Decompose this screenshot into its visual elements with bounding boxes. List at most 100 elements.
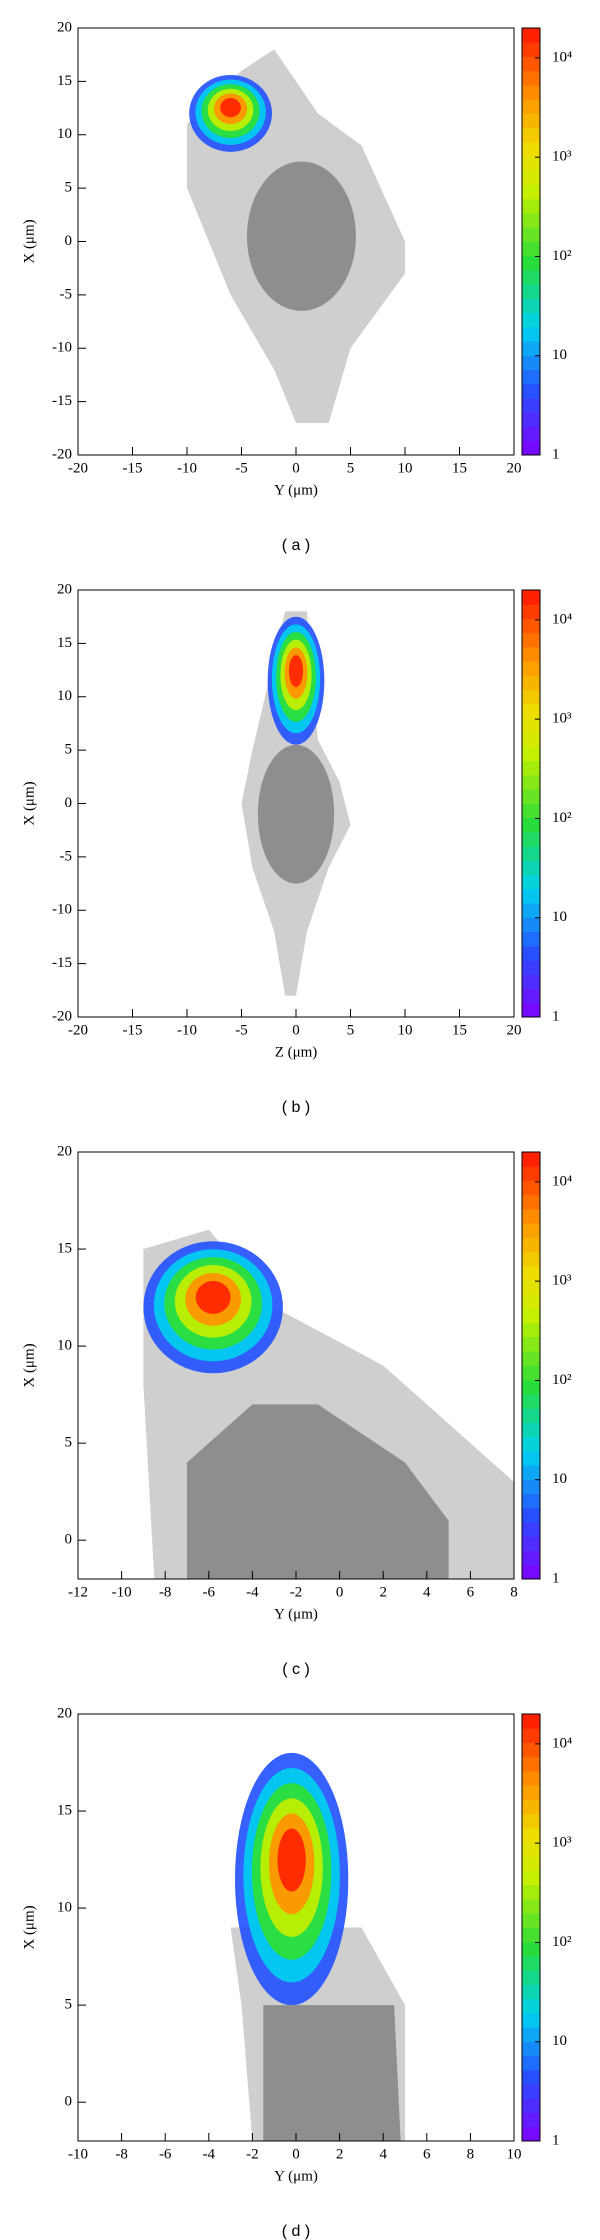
x-tick-label: -10 bbox=[112, 1584, 132, 1600]
x-tick-label: 8 bbox=[467, 2146, 475, 2162]
x-tick-label: -4 bbox=[203, 2146, 216, 2162]
x-tick-label: -5 bbox=[235, 460, 248, 476]
x-tick-label: -15 bbox=[123, 460, 143, 476]
colorbar-step bbox=[522, 326, 540, 342]
panel: -20 -15 -10 -5 0 5 10 15 20 -20 -15 -10 -5 0 5 10 15 20 Z … bbox=[21, 581, 572, 1116]
x-tick-label: -15 bbox=[123, 1022, 143, 1038]
colorbar-step bbox=[522, 646, 540, 662]
colorbar-step bbox=[522, 298, 540, 314]
colorbar-step bbox=[522, 241, 540, 257]
colorbar-step bbox=[522, 1422, 540, 1438]
density-region bbox=[187, 1404, 449, 1579]
colorbar-step bbox=[522, 1827, 540, 1843]
colorbar-step bbox=[522, 661, 540, 676]
colorbar-step bbox=[522, 803, 540, 819]
colorbar-step bbox=[522, 1884, 540, 1900]
panel-caption: ( a ) bbox=[282, 537, 310, 554]
colorbar-tick-label: 10 bbox=[552, 347, 567, 363]
colorbar-step bbox=[522, 604, 540, 619]
colorbar-tick-label: 1 bbox=[552, 1008, 560, 1024]
x-tick-label: -4 bbox=[246, 1584, 259, 1600]
x-tick-label: 2 bbox=[336, 2146, 344, 2162]
colorbar-step bbox=[522, 1265, 540, 1281]
y-tick-label: 0 bbox=[65, 2094, 73, 2110]
colorbar-step bbox=[522, 398, 540, 413]
x-tick-label: 10 bbox=[398, 1022, 413, 1038]
panel-caption: ( b ) bbox=[282, 1099, 310, 1116]
colorbar-step bbox=[522, 1251, 540, 1267]
colorbar-tick-label: 10³ bbox=[552, 711, 572, 727]
colorbar-frame bbox=[521, 589, 541, 1018]
colorbar-step bbox=[522, 718, 540, 733]
x-tick-label: -6 bbox=[203, 1584, 216, 1600]
colorbar-step bbox=[522, 1842, 540, 1857]
colorbar-step bbox=[522, 1955, 540, 1971]
colorbar-step bbox=[522, 28, 540, 43]
colorbar-tick-label: 10³ bbox=[552, 1835, 572, 1851]
colorbar-step bbox=[522, 1408, 540, 1423]
density-region bbox=[263, 2005, 401, 2141]
colorbar-step bbox=[522, 945, 540, 961]
colorbar-step bbox=[522, 860, 540, 876]
y-tick-label: 5 bbox=[65, 1435, 73, 1451]
colorbar-step bbox=[522, 284, 540, 299]
x-axis-label: Z (μm) bbox=[275, 1044, 318, 1060]
colorbar-step bbox=[522, 974, 540, 990]
colorbar-step bbox=[522, 831, 540, 847]
colorbar-tick-label: 10² bbox=[552, 1372, 572, 1388]
x-tick-label: 10 bbox=[398, 460, 413, 476]
colorbar-tick-label: 1 bbox=[552, 2132, 560, 2148]
x-tick-label: 10 bbox=[507, 2146, 522, 2162]
colorbar-step bbox=[522, 1308, 540, 1324]
colorbar-step bbox=[522, 1799, 540, 1815]
colorbar-step bbox=[522, 84, 540, 100]
y-tick-label: 5 bbox=[65, 1997, 73, 2013]
x-tick-label: 20 bbox=[507, 1022, 522, 1038]
y-tick-label: -10 bbox=[52, 902, 72, 918]
y-tick-label: 20 bbox=[57, 581, 72, 597]
x-tick-label: 5 bbox=[347, 460, 355, 476]
colorbar-step bbox=[522, 1856, 540, 1872]
colorbar-step bbox=[522, 874, 540, 890]
colorbar-tick-label: 10 bbox=[552, 2033, 567, 2049]
y-tick-label: -15 bbox=[52, 393, 72, 409]
colorbar-tick-label: 10³ bbox=[552, 1273, 572, 1289]
colorbar-step bbox=[522, 1984, 540, 2000]
x-tick-label: -2 bbox=[246, 2146, 259, 2162]
x-tick-label: 6 bbox=[423, 2146, 431, 2162]
x-tick-label: 20 bbox=[507, 460, 522, 476]
colorbar-tick-label: 1 bbox=[552, 1570, 560, 1586]
colorbar-tick-label: 10³ bbox=[552, 149, 572, 165]
panel: -20 -15 -10 -5 0 5 10 15 20 -20 -15 -10 -5 0 5 10 15 20 Y … bbox=[21, 19, 572, 554]
colorbar-step bbox=[522, 1365, 540, 1381]
colorbar-tick-label: 10 bbox=[552, 1471, 567, 1487]
colorbar-step bbox=[522, 1522, 540, 1537]
y-tick-label: 15 bbox=[57, 1240, 72, 1256]
colorbar-step bbox=[522, 789, 540, 804]
panel: -12 -10 -8 -6 -4 -2 0 2 4 6 8 0 5 10 15 20 Y (μm) X (μm) 1… bbox=[21, 1143, 572, 1678]
colorbar-step bbox=[522, 1913, 540, 1928]
colorbar-step bbox=[522, 2055, 540, 2071]
plot-area bbox=[187, 49, 405, 423]
y-tick-label: -20 bbox=[52, 1008, 72, 1024]
colorbar-step bbox=[522, 2041, 540, 2057]
density-region bbox=[195, 1280, 231, 1314]
colorbar-step bbox=[522, 1927, 540, 1943]
colorbar-step bbox=[522, 2027, 540, 2042]
x-tick-label: -20 bbox=[68, 460, 88, 476]
x-tick-label: -2 bbox=[290, 1584, 303, 1600]
y-tick-label: -20 bbox=[52, 446, 72, 462]
colorbar-step bbox=[522, 269, 540, 285]
colorbar-tick-label: 10⁴ bbox=[552, 49, 572, 65]
colorbar-step bbox=[522, 1507, 540, 1523]
colorbar-step bbox=[522, 1742, 540, 1758]
y-tick-label: -5 bbox=[60, 848, 73, 864]
colorbar-tick-label: 10 bbox=[552, 909, 567, 925]
x-tick-label: 4 bbox=[423, 1584, 431, 1600]
colorbar-step bbox=[522, 440, 540, 456]
x-axis-label: Y (μm) bbox=[274, 2168, 318, 2184]
colorbar-step bbox=[522, 227, 540, 242]
x-tick-label: 8 bbox=[510, 1584, 518, 1600]
colorbar-step bbox=[522, 703, 540, 719]
